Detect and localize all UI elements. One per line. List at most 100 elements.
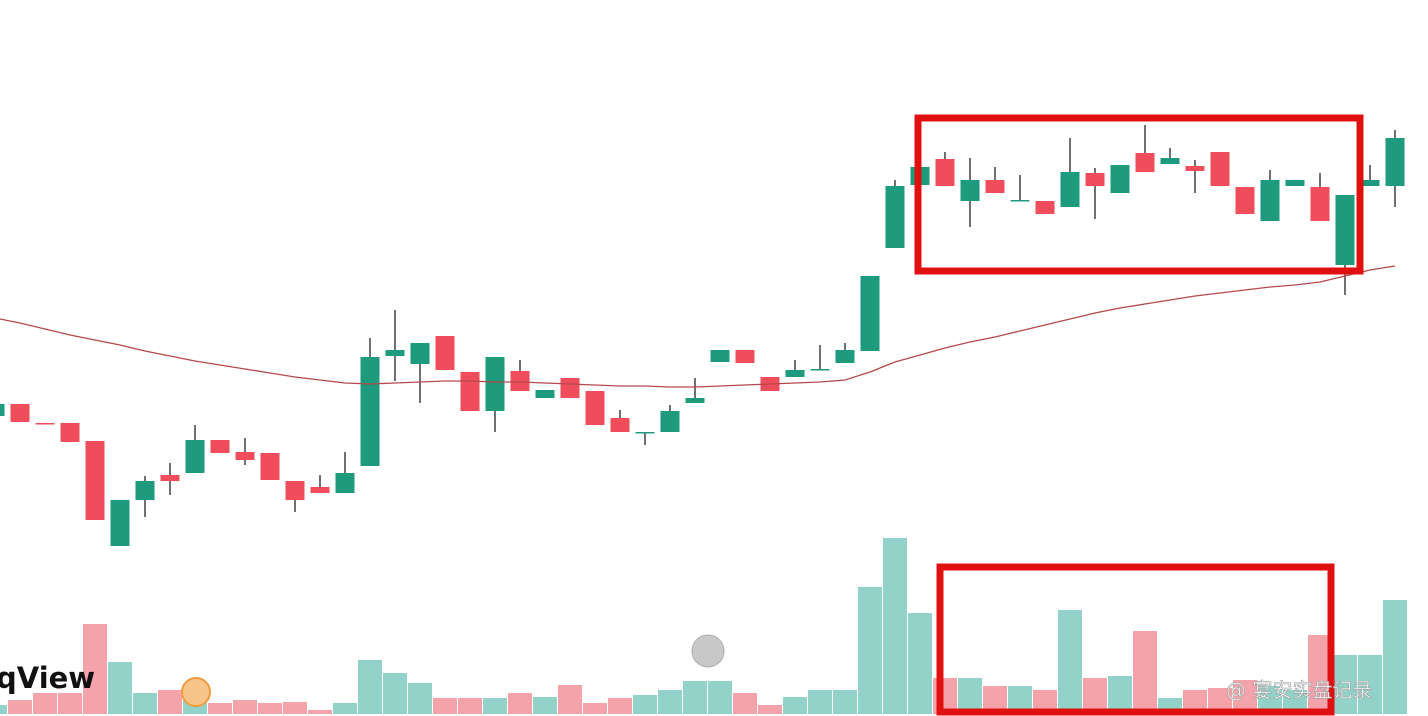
volume-bar [958, 678, 982, 714]
candle-body [985, 180, 1005, 193]
volume-bar [258, 703, 282, 714]
volume-bar [883, 538, 907, 714]
candle-body [1210, 152, 1230, 186]
candle-body [1285, 180, 1305, 186]
candle-body [960, 180, 980, 201]
candle-body [810, 369, 830, 371]
candle-body [60, 423, 80, 442]
candle-body [1010, 200, 1030, 202]
coin-icon [181, 677, 211, 707]
candle-body [110, 500, 130, 546]
price-layer [0, 125, 1405, 546]
candle-body [0, 404, 5, 416]
candle-body [785, 370, 805, 377]
candle-body [385, 350, 405, 356]
candle-body [935, 159, 955, 186]
candle-body [1035, 201, 1055, 214]
volume-bar [1108, 676, 1132, 714]
volume-bar [533, 697, 557, 714]
candle-body [235, 452, 255, 460]
volume-bar [708, 681, 732, 714]
volume-bar [1083, 678, 1107, 714]
volume-bar [758, 705, 782, 714]
volume-bar [358, 660, 382, 714]
volume-bar [1358, 655, 1382, 714]
candle-body [335, 473, 355, 493]
candle-body [610, 418, 630, 432]
candle-body [310, 487, 330, 493]
volume-bar [783, 697, 807, 714]
candle-body [885, 186, 905, 248]
volume-bar [108, 662, 132, 714]
candle-body [435, 336, 455, 370]
volume-bar [383, 673, 407, 714]
volume-bar [408, 683, 432, 714]
volume-bar [483, 698, 507, 714]
candle-body [1085, 173, 1105, 186]
volume-bar [733, 693, 757, 714]
volume-bar [133, 693, 157, 714]
avatar-icon [691, 634, 725, 668]
highlight-box [914, 114, 1364, 275]
candle-body [510, 371, 530, 391]
candle-body [485, 357, 505, 411]
candle-body [735, 350, 755, 363]
volume-bar [833, 690, 857, 714]
candle-body [635, 432, 655, 434]
volume-bar [1058, 610, 1082, 714]
volume-bar [433, 698, 457, 714]
volume-bar [1233, 680, 1257, 714]
volume-bar [808, 690, 832, 714]
volume-bar [208, 703, 232, 714]
candle-body [1135, 153, 1155, 172]
volume-bar [283, 702, 307, 714]
volume-bar [558, 685, 582, 714]
candle-body [585, 391, 605, 425]
volume-bar [58, 693, 82, 714]
volume-bar [608, 698, 632, 714]
candle-body [1160, 158, 1180, 164]
candle-body [685, 398, 705, 403]
candle-body [160, 475, 180, 481]
volume-bar [908, 613, 932, 714]
candle-body [85, 441, 105, 520]
candle-body [1110, 165, 1130, 193]
volume-bar [1133, 631, 1157, 714]
candle-body [1235, 187, 1255, 214]
volume-bar [8, 700, 32, 714]
candle-body [1060, 172, 1080, 207]
volume-bar [1333, 655, 1357, 714]
volume-bar [33, 693, 57, 714]
candle-body [1335, 195, 1355, 265]
volume-bar [333, 703, 357, 714]
volume-bar [633, 695, 657, 714]
candle-body [860, 276, 880, 351]
candle-body [1360, 180, 1380, 186]
candle-body [1385, 138, 1405, 186]
logo: qView [0, 661, 95, 695]
candle-body [185, 440, 205, 473]
candle-body [710, 350, 730, 362]
volume-bar [658, 690, 682, 714]
volume-bar [83, 624, 107, 714]
volume-bar [583, 703, 607, 714]
volume-bar [158, 690, 182, 714]
highlight-box [936, 563, 1335, 716]
volume-bar [233, 700, 257, 714]
volume-bar [308, 710, 332, 714]
volume-bar [858, 587, 882, 714]
candle-body [1310, 187, 1330, 221]
candle-body [660, 411, 680, 432]
volume-bar [683, 681, 707, 714]
candle-body [560, 378, 580, 398]
volume-bar [508, 693, 532, 714]
volume-bar [0, 705, 7, 714]
candle-body [10, 404, 30, 422]
candle-body [260, 453, 280, 480]
candle-body [1260, 180, 1280, 221]
volume-bar [1383, 600, 1407, 714]
moving-average [0, 265, 1396, 388]
candle-body [410, 343, 430, 364]
